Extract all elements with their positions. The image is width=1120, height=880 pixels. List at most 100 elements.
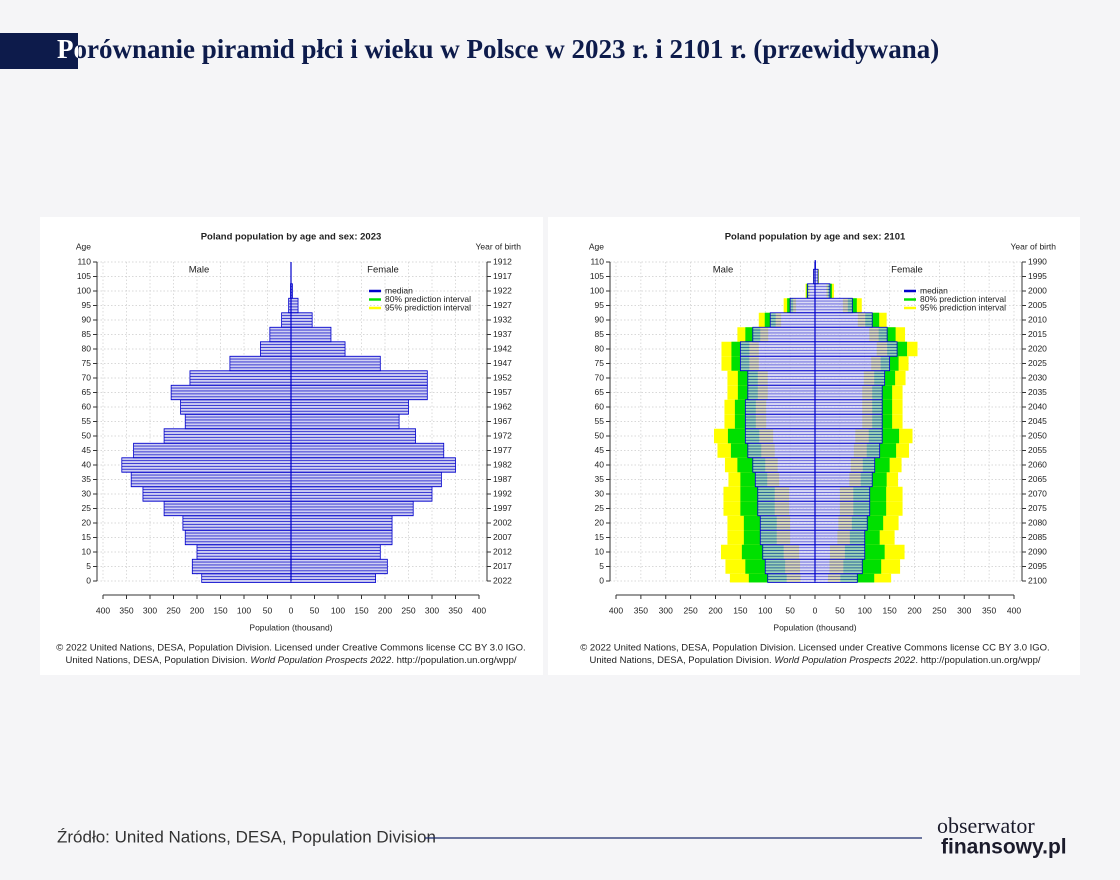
y2-tick-label: 1972	[493, 430, 512, 440]
y-tick-label: 110	[590, 256, 604, 266]
source: Źródło: United Nations, DESA, Population…	[57, 827, 436, 846]
bar	[767, 573, 816, 583]
y-tick-label: 80	[82, 343, 92, 353]
y2-tick-label: 2000	[1028, 285, 1047, 295]
bar	[163, 500, 292, 517]
bar	[290, 558, 388, 575]
x-tick-label: 200	[190, 605, 204, 615]
y-tick-label: 35	[82, 474, 92, 484]
bar	[281, 312, 292, 328]
y-tick-label: 75	[595, 358, 605, 368]
y2-tick-label: 1927	[493, 300, 512, 310]
x-tick-label: 400	[1007, 605, 1021, 615]
credits-part: United Nations, DESA, Population Divisio…	[590, 655, 775, 666]
bar	[290, 370, 428, 386]
title-block	[0, 33, 78, 69]
bar	[290, 486, 433, 502]
x-tick-label: 300	[957, 605, 971, 615]
y-axis-label: Age	[76, 241, 91, 251]
y-tick-label: 105	[77, 271, 91, 281]
y-tick-label: 60	[82, 401, 92, 411]
x-tick-label: 200	[378, 605, 392, 615]
bar	[789, 297, 816, 314]
bar	[739, 355, 816, 372]
bar	[290, 515, 393, 531]
y-tick-label: 5	[599, 561, 604, 571]
y-tick-label: 60	[595, 401, 605, 411]
y-tick-label: 95	[595, 300, 605, 310]
bar	[290, 312, 313, 328]
legend-label: 95% prediction interval	[920, 302, 1006, 312]
y-tick-label: 10	[595, 546, 605, 556]
bar	[290, 326, 332, 343]
y2-tick-label: 2030	[1028, 372, 1047, 382]
y2-tick-label: 1942	[493, 343, 512, 353]
y-tick-label: 105	[590, 271, 604, 281]
bar	[290, 457, 456, 473]
y2-tick-label: 1987	[493, 474, 512, 484]
bar	[814, 413, 883, 430]
y-tick-label: 75	[82, 358, 92, 368]
bar	[290, 413, 400, 430]
x-tick-label: 50	[785, 605, 795, 615]
y2-tick-label: 1937	[493, 329, 512, 339]
x-tick-label: 400	[609, 605, 623, 615]
x-tick-label: 150	[883, 605, 897, 615]
bar	[290, 471, 442, 488]
legend-label: median	[385, 285, 413, 295]
y2-tick-label: 1917	[493, 271, 512, 281]
y2-tick-label: 2100	[1028, 575, 1047, 585]
y2-tick-label: 1977	[493, 445, 512, 455]
y-tick-label: 85	[82, 329, 92, 339]
bar	[814, 471, 873, 488]
y2-tick-label: 2005	[1028, 300, 1047, 310]
x-tick-label: 50	[835, 605, 845, 615]
bar	[814, 486, 871, 502]
bar	[290, 297, 299, 314]
x-tick-label: 300	[143, 605, 157, 615]
y2-tick-label: 1967	[493, 416, 512, 426]
bar	[191, 558, 292, 575]
y2-tick-label: 1997	[493, 503, 512, 513]
bar	[142, 486, 292, 502]
x-tick-label: 50	[263, 605, 273, 615]
bar	[814, 312, 873, 328]
bar	[739, 341, 816, 357]
page-title-initial: Porównanie piramid płci i wieku w Polsce…	[57, 34, 939, 64]
bar	[201, 573, 292, 583]
y2-tick-label: 2010	[1028, 314, 1047, 324]
y2-tick-label: 2050	[1028, 430, 1047, 440]
credits: United Nations, DESA, Population Divisio…	[66, 655, 517, 666]
bar	[744, 413, 816, 430]
y2-tick-label: 1912	[493, 256, 512, 266]
y2-tick-label: 2055	[1028, 445, 1047, 455]
bar	[759, 529, 816, 546]
bar	[814, 529, 866, 546]
bar	[290, 500, 414, 517]
legend-label: 80% prediction interval	[385, 294, 471, 304]
bar	[752, 457, 816, 473]
x-tick-label: 100	[331, 605, 345, 615]
y-tick-label: 70	[595, 372, 605, 382]
y2-tick-label: 2045	[1028, 416, 1047, 426]
bar	[814, 428, 883, 444]
bar	[764, 558, 816, 575]
bar	[814, 297, 853, 314]
bar	[269, 326, 292, 343]
y-tick-label: 0	[599, 575, 604, 585]
bar	[290, 341, 346, 357]
y-tick-label: 30	[595, 488, 605, 498]
bar	[747, 384, 816, 401]
bar	[163, 428, 292, 444]
bar	[290, 442, 445, 459]
y-tick-label: 30	[82, 488, 92, 498]
y2-tick-label: 2070	[1028, 488, 1047, 498]
y-tick-label: 95	[82, 300, 92, 310]
bar	[814, 544, 866, 560]
y2-tick-label: 2007	[493, 532, 512, 542]
x-axis-label: Population (thousand)	[773, 622, 856, 632]
bar	[814, 558, 863, 575]
bar	[121, 457, 292, 473]
bar	[814, 341, 898, 357]
